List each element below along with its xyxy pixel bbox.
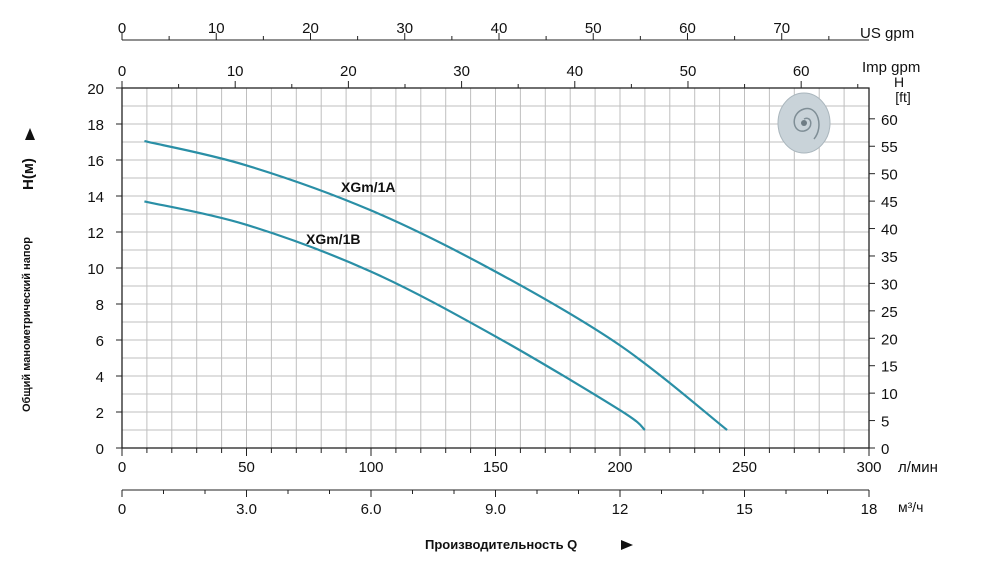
imp-gpm-tick-label: 40	[566, 63, 583, 80]
ft-tick-label: 5	[881, 414, 889, 431]
us-gpm-tick-label: 70	[773, 20, 790, 37]
grid	[121, 87, 870, 449]
series-line-xgm-1b	[144, 200, 646, 431]
x-tick-label: 300	[856, 459, 881, 476]
y-tick-label: 10	[87, 261, 104, 278]
ft-label-top: H	[894, 74, 904, 90]
series-label-xgm-1b: XGm/1B	[306, 231, 360, 247]
imp-gpm-tick-label: 50	[680, 63, 697, 80]
us-gpm-tick-label: 40	[491, 20, 508, 37]
m3h-label: м³/ч	[898, 499, 923, 515]
m3h-tick-label: 0	[118, 501, 126, 518]
tick-labels: 0 50 100 150 200 250 3000246810121416182005101…	[87, 20, 897, 518]
x-axis-label: Производительность Q	[425, 537, 577, 552]
us-gpm-tick-label: 10	[208, 20, 225, 37]
ft-tick-label: 25	[881, 304, 898, 321]
x-tick-label: 100	[358, 459, 383, 476]
y-tick-label: 8	[96, 297, 104, 314]
imp-gpm-tick-label: 0	[118, 63, 126, 80]
m3h-tick-label: 18	[861, 501, 878, 518]
ft-tick-label: 30	[881, 276, 898, 293]
x-tick-label: 200	[607, 459, 632, 476]
y-tick-label: 14	[87, 189, 104, 206]
ft-tick-label: 45	[881, 194, 898, 211]
ft-tick-label: 50	[881, 167, 898, 184]
imp-gpm-label: Imp gpm	[862, 59, 920, 76]
imp-gpm-tick-label: 20	[340, 63, 357, 80]
ft-tick-label: 35	[881, 249, 898, 266]
x-tick-label: 0	[118, 459, 126, 476]
y-axis-label: Общий манометрический напор	[21, 237, 33, 412]
y-tick-label: 2	[96, 405, 104, 422]
y-axis-arrow-icon	[25, 128, 35, 140]
y-tick-label: 0	[96, 441, 104, 458]
y-tick-label: 18	[87, 117, 104, 134]
y-tick-label: 16	[87, 153, 104, 170]
ft-tick-label: 15	[881, 359, 898, 376]
y-tick-label: 20	[87, 81, 104, 98]
x-axis-arrow-icon	[621, 540, 633, 550]
y-tick-label: 12	[87, 225, 104, 242]
us-gpm-tick-label: 30	[396, 20, 413, 37]
m3h-tick-label: 3.0	[236, 501, 257, 518]
x-unit-label: л/мин	[898, 459, 938, 476]
y-tick-label: 4	[96, 369, 104, 386]
us-gpm-tick-label: 50	[585, 20, 602, 37]
series-label-xgm-1a: XGm/1A	[341, 179, 395, 195]
us-gpm-label: US gpm	[860, 25, 914, 42]
us-gpm-tick-label: 20	[302, 20, 319, 37]
imp-gpm-tick-label: 30	[453, 63, 470, 80]
x-tick-label: 150	[483, 459, 508, 476]
impeller-image	[777, 92, 831, 154]
imp-gpm-tick-label: 10	[227, 63, 244, 80]
ft-tick-label: 20	[881, 331, 898, 348]
y-tick-label: 6	[96, 333, 104, 350]
m3h-tick-label: 6.0	[361, 501, 382, 518]
ft-tick-label: 40	[881, 222, 898, 239]
series-lines	[144, 140, 728, 431]
ft-label-bottom: [ft]	[895, 89, 911, 105]
imp-gpm-tick-label: 60	[793, 63, 810, 80]
m3h-tick-label: 15	[736, 501, 753, 518]
series-line-xgm-1a	[144, 140, 728, 431]
m3h-tick-label: 12	[612, 501, 629, 518]
ft-tick-label: 10	[881, 386, 898, 403]
us-gpm-tick-label: 0	[118, 20, 126, 37]
axes	[116, 33, 875, 497]
ft-tick-label: 55	[881, 139, 898, 156]
y-axis-symbol: H(м)	[20, 158, 37, 190]
x-tick-label: 50	[238, 459, 255, 476]
x-tick-label: 250	[732, 459, 757, 476]
ft-tick-label: 0	[881, 441, 889, 458]
ft-tick-label: 60	[881, 112, 898, 129]
m3h-tick-label: 9.0	[485, 501, 506, 518]
us-gpm-tick-label: 60	[679, 20, 696, 37]
